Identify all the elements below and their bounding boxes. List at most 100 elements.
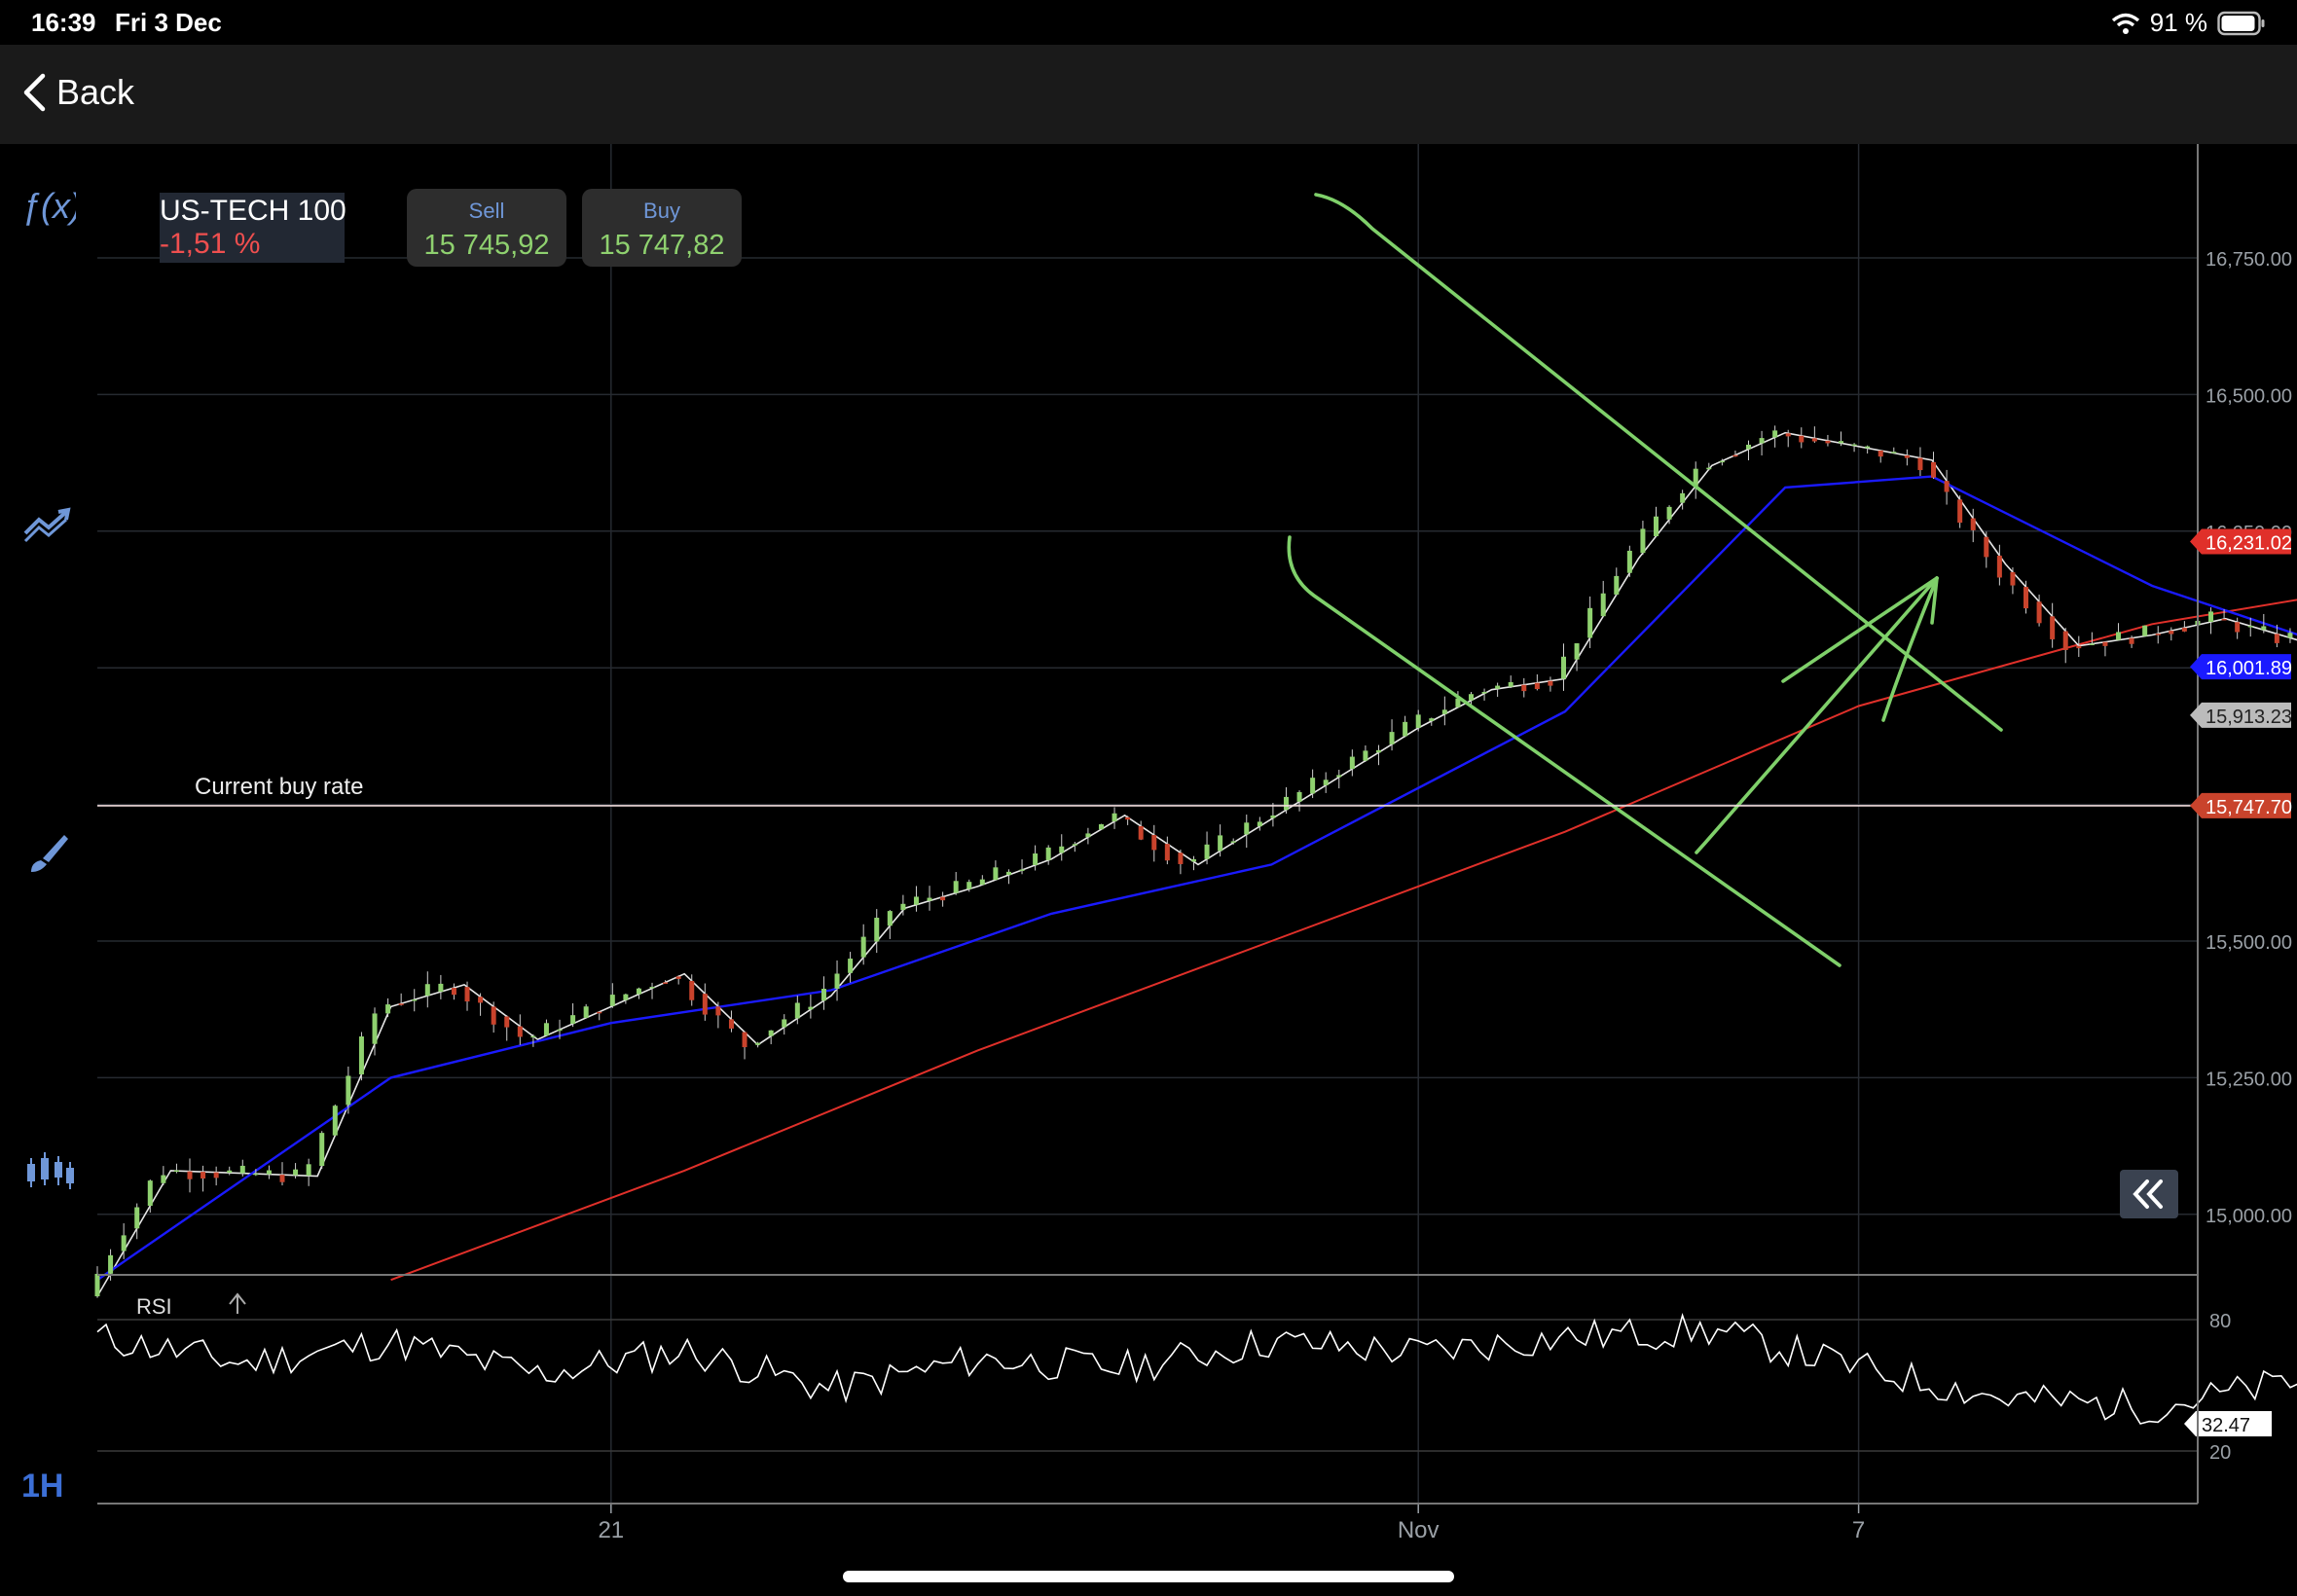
- back-button[interactable]: Back: [21, 72, 134, 113]
- trend-drawing[interactable]: [1881, 576, 1939, 722]
- candle-body: [385, 1004, 391, 1014]
- function-icon[interactable]: ƒ(x): [21, 181, 82, 236]
- sell-button[interactable]: Sell 15 745,92: [407, 189, 566, 267]
- candle-body: [2050, 616, 2056, 639]
- candle-body: [1825, 440, 1831, 444]
- candle-body: [1375, 749, 1381, 753]
- trend-drawing[interactable]: [1314, 193, 2003, 732]
- candle-body: [2062, 631, 2068, 650]
- candle-body: [451, 988, 456, 996]
- candle-body: [597, 1011, 602, 1014]
- candle-body: [663, 982, 669, 984]
- instrument-change: -1,51 %: [160, 228, 261, 260]
- navigation-bar: Back: [0, 45, 2297, 144]
- x-tick-label: Nov: [1398, 1517, 1440, 1543]
- x-tick-label: 7: [1852, 1517, 1865, 1543]
- candle-body: [1865, 446, 1871, 449]
- brush-icon[interactable]: [21, 827, 76, 882]
- candle-body: [2261, 626, 2267, 631]
- trend-drawing[interactable]: [1781, 576, 1939, 683]
- candle-body: [1151, 835, 1157, 851]
- rsi-level-label: 80: [2209, 1311, 2231, 1332]
- candle-body: [1481, 691, 1487, 694]
- candle-body: [1059, 846, 1065, 853]
- brush-glyph: [31, 835, 68, 872]
- price-tag-shape: [2190, 702, 2291, 728]
- candle-body: [1508, 682, 1513, 687]
- candle-body: [293, 1169, 299, 1176]
- candle-body: [1521, 684, 1527, 692]
- candle-body: [2129, 637, 2134, 644]
- candlestick-icon[interactable]: [21, 1146, 76, 1201]
- buy-button[interactable]: Buy 15 747,82: [582, 189, 742, 267]
- function-glyph: ƒ(x): [21, 186, 82, 227]
- candle-body: [1574, 643, 1580, 660]
- candle-body: [161, 1175, 166, 1183]
- candle-body: [2247, 625, 2253, 628]
- candle-body: [1719, 460, 1725, 463]
- candle-body: [543, 1023, 549, 1036]
- candle-body: [1653, 516, 1659, 536]
- sell-label: Sell: [468, 199, 505, 223]
- candle-body: [94, 1273, 100, 1297]
- candle-body: [557, 1029, 563, 1032]
- candle-body: [1891, 452, 1897, 453]
- back-label: Back: [56, 72, 135, 112]
- candle-body: [1587, 607, 1593, 638]
- timeframe-label: 1H: [21, 1468, 64, 1505]
- candle-body: [1310, 778, 1316, 794]
- candle-body: [1811, 438, 1817, 442]
- home-indicator: [843, 1571, 1454, 1582]
- candle-body: [636, 988, 641, 995]
- candle-body: [108, 1254, 114, 1274]
- candle-body: [1218, 835, 1223, 852]
- status-bar: 16:39 Fri 3 Dec 91 %: [0, 0, 2297, 45]
- candle-body: [1693, 468, 1698, 487]
- candle-body: [517, 1026, 523, 1037]
- instrument-info: US-TECH 100 -1,51 %: [160, 193, 346, 263]
- candle-body: [358, 1036, 364, 1075]
- candle-body: [1468, 694, 1474, 701]
- candle-body: [1666, 506, 1672, 520]
- candle-body: [464, 987, 470, 1002]
- candle-body: [1759, 438, 1765, 444]
- candle-body: [2287, 633, 2293, 638]
- candle-body: [1944, 481, 1950, 492]
- rsi-value-tag: [2184, 1410, 2272, 1436]
- collapse-button[interactable]: [2120, 1170, 2178, 1218]
- battery-percentage: 91 %: [2149, 8, 2207, 37]
- candle-body: [1005, 871, 1011, 876]
- candle-body: [1190, 858, 1196, 862]
- candle-body: [1680, 492, 1686, 503]
- candle-body: [1839, 441, 1844, 444]
- candle-body: [1178, 852, 1184, 864]
- trend-drawing[interactable]: [1930, 576, 1939, 625]
- candle-body: [491, 1006, 496, 1025]
- candle-body: [1270, 815, 1276, 818]
- trend-icon[interactable]: [21, 498, 76, 553]
- price-tag-label: 16,001.89: [2206, 658, 2292, 679]
- candle-body: [173, 1170, 179, 1173]
- candle-body: [2221, 618, 2227, 621]
- status-date: Fri 3 Dec: [115, 8, 222, 37]
- candle-body: [609, 995, 615, 1006]
- instrument-name: US-TECH 100: [160, 195, 346, 227]
- x-tick-label: 21: [598, 1517, 624, 1543]
- trend-glyph: [23, 507, 71, 543]
- candle-body: [121, 1235, 127, 1251]
- candle-body: [478, 997, 484, 1003]
- candle-body: [1746, 444, 1751, 450]
- trend-drawing[interactable]: [1287, 535, 1841, 967]
- candle-body: [2116, 632, 2122, 640]
- candle-body: [1257, 821, 1262, 827]
- candle-body: [1019, 869, 1025, 871]
- candle-body: [2102, 641, 2108, 646]
- candle-body: [2036, 601, 2042, 624]
- timeframe-button[interactable]: 1H: [21, 1468, 76, 1522]
- candle-body: [530, 1035, 536, 1038]
- trend-drawing[interactable]: [1695, 576, 1939, 854]
- y-tick-label: 15,000.00: [2206, 1206, 2292, 1227]
- candle-body: [1164, 844, 1170, 861]
- candle-body: [1098, 823, 1104, 830]
